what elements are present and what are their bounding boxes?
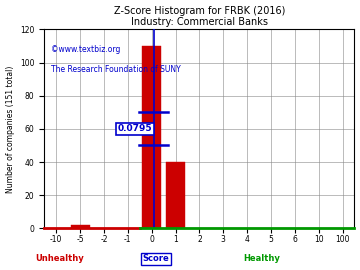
Text: Score: Score: [143, 254, 169, 263]
Text: 0.0795: 0.0795: [118, 124, 152, 133]
Bar: [142, 46, 161, 228]
Bar: [71, 225, 90, 228]
Text: ©www.textbiz.org: ©www.textbiz.org: [50, 45, 120, 54]
Y-axis label: Number of companies (151 total): Number of companies (151 total): [5, 65, 14, 193]
Title: Z-Score Histogram for FRBK (2016)
Industry: Commercial Banks: Z-Score Histogram for FRBK (2016) Indust…: [114, 6, 285, 27]
Text: Healthy: Healthy: [243, 254, 280, 263]
Text: Unhealthy: Unhealthy: [36, 254, 84, 263]
Bar: [166, 162, 185, 228]
Text: The Research Foundation of SUNY: The Research Foundation of SUNY: [50, 65, 180, 74]
